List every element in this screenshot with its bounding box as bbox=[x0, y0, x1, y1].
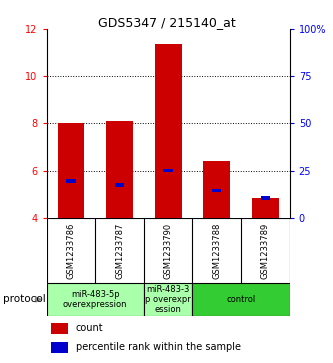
Bar bbox=[252, 199, 279, 218]
Text: GSM1233786: GSM1233786 bbox=[66, 222, 76, 279]
Bar bbox=[58, 123, 84, 218]
Bar bbox=[115, 183, 124, 187]
Bar bbox=[203, 161, 230, 218]
Text: control: control bbox=[226, 295, 256, 304]
Text: GSM1233789: GSM1233789 bbox=[261, 223, 270, 278]
Bar bbox=[52, 342, 69, 353]
Text: count: count bbox=[76, 323, 104, 333]
Bar bbox=[106, 121, 133, 218]
Bar bbox=[212, 189, 221, 192]
Text: GDS5347 / 215140_at: GDS5347 / 215140_at bbox=[98, 16, 235, 29]
Bar bbox=[47, 283, 144, 316]
Bar bbox=[144, 283, 192, 316]
Bar bbox=[192, 283, 290, 316]
Text: percentile rank within the sample: percentile rank within the sample bbox=[76, 342, 241, 352]
Bar bbox=[155, 44, 181, 218]
Text: GSM1233787: GSM1233787 bbox=[115, 222, 124, 279]
Text: GSM1233788: GSM1233788 bbox=[212, 222, 221, 279]
Text: miR-483-3
p overexpr
ession: miR-483-3 p overexpr ession bbox=[145, 285, 191, 314]
Bar bbox=[164, 169, 173, 172]
Bar bbox=[66, 179, 76, 183]
Bar bbox=[52, 323, 69, 334]
Text: miR-483-5p
overexpression: miR-483-5p overexpression bbox=[63, 290, 128, 309]
Text: protocol: protocol bbox=[3, 294, 46, 305]
Bar bbox=[261, 196, 270, 200]
Text: GSM1233790: GSM1233790 bbox=[164, 223, 173, 278]
